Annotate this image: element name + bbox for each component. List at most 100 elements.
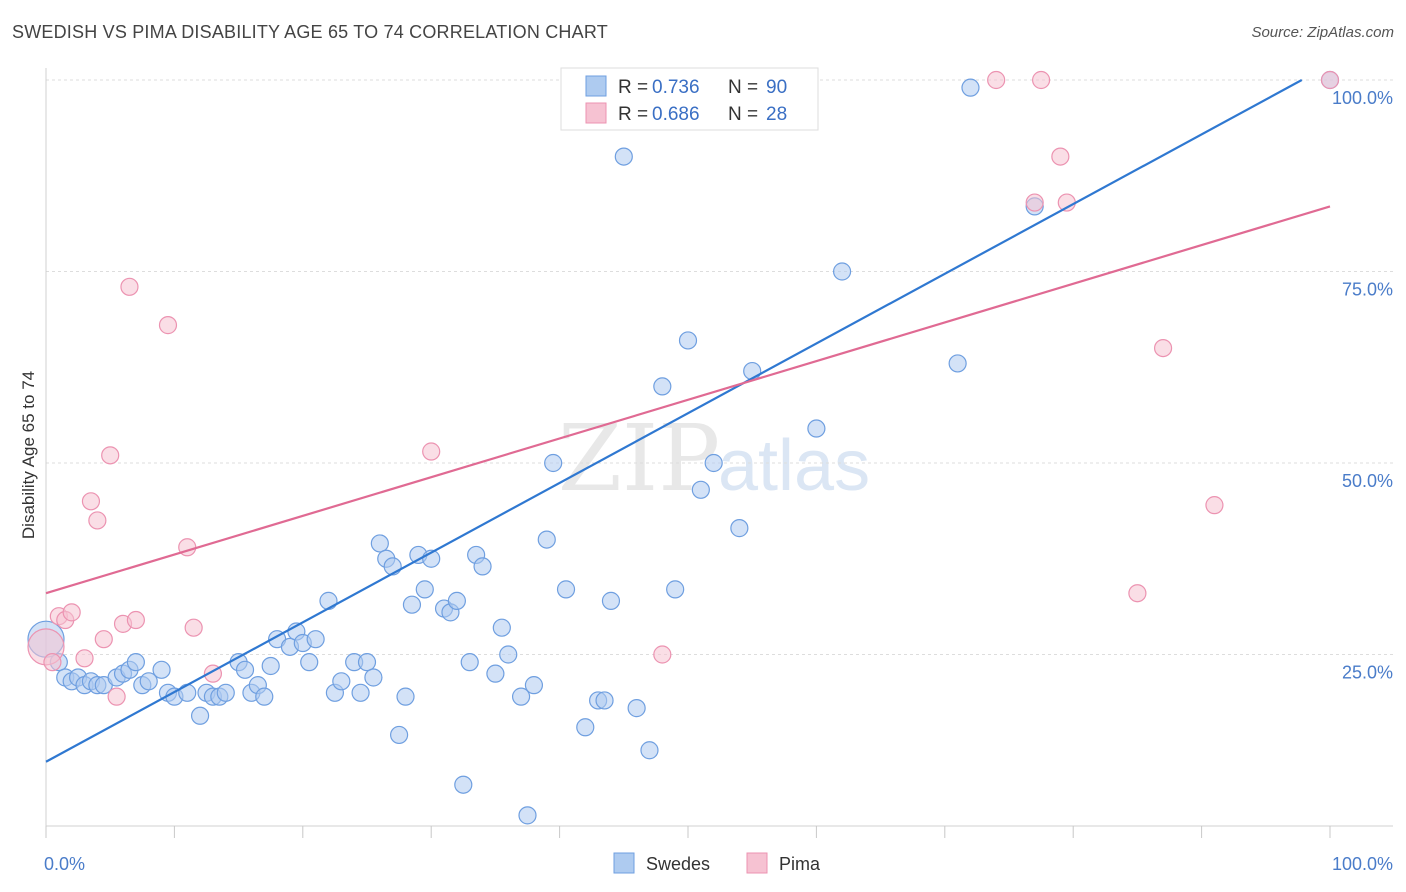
pima-point-19 (653, 645, 672, 664)
swedes-point-68 (576, 718, 595, 737)
swedes-point-48 (402, 595, 422, 614)
swedes-point-86 (948, 354, 967, 373)
y-tick-label-50: 50.0% (1342, 471, 1393, 491)
swedes-point-76 (666, 580, 685, 599)
swedes-point-71 (601, 591, 621, 610)
legend-n-swedes: 90 (766, 77, 787, 98)
legend-swatch-pima (585, 102, 607, 124)
swedes-point-23 (216, 683, 235, 702)
pima-point-4 (62, 603, 81, 622)
swedes-point-38 (332, 672, 351, 691)
y-axis-label: Disability Age 65 to 74 (19, 371, 38, 539)
pima-point-21 (1025, 193, 1044, 212)
swedes-point-40 (351, 683, 370, 702)
swedes-point-70 (595, 691, 614, 710)
trend-lines (45, 79, 1331, 763)
swedes-point-74 (640, 741, 659, 760)
legend-r-label-pima: R = (618, 104, 648, 125)
bottom-legend-swatch-swedes (613, 852, 635, 874)
pima-point-27 (1205, 496, 1224, 515)
source-label: Source: ZipAtlas.com (1251, 24, 1394, 41)
swedes-point-55 (454, 775, 473, 794)
pima-point-1 (43, 653, 62, 672)
swedes-point-58 (473, 557, 492, 576)
y-tick-label-25: 25.0% (1342, 663, 1393, 683)
swedes-point-61 (499, 645, 518, 664)
swedes-point-65 (537, 530, 556, 549)
swedes-point-34 (300, 653, 319, 672)
swedes-point-15 (152, 660, 171, 679)
swedes-point-14 (139, 672, 158, 691)
legend-r-pima: 0.686 (652, 104, 700, 125)
legend-n-label-pima: N = (728, 104, 758, 125)
pima-points (27, 70, 1340, 706)
pima-point-9 (101, 446, 120, 465)
pima-point-5 (75, 649, 94, 668)
swedes-trend-line (45, 79, 1303, 763)
pima-point-16 (184, 618, 203, 637)
swedes-point-12 (126, 653, 145, 672)
swedes-point-35 (306, 630, 325, 649)
pima-point-6 (81, 492, 101, 511)
x-ticks (45, 826, 1331, 838)
legend-r-label-swedes: R = (618, 77, 648, 98)
swedes-point-28 (255, 687, 274, 706)
legend: R = 0.736 N = 90 R = 0.686 N = 28 (560, 67, 819, 131)
pima-trend-line (45, 205, 1331, 595)
swedes-point-19 (190, 706, 210, 725)
swedes-point-25 (235, 660, 255, 679)
pima-point-10 (107, 687, 126, 706)
swedes-point-73 (627, 699, 646, 718)
swedes-point-60 (492, 618, 511, 637)
bottom-legend-label-pima: Pima (779, 854, 821, 874)
pima-point-22 (1031, 70, 1051, 90)
swedes-point-46 (390, 725, 409, 745)
pima-point-25 (1128, 584, 1147, 603)
swedes-point-64 (524, 676, 544, 695)
swedes-point-47 (396, 687, 415, 706)
pima-point-20 (987, 70, 1006, 90)
legend-swatch-swedes (585, 75, 607, 97)
legend-r-swedes: 0.736 (652, 77, 700, 98)
pima-point-14 (158, 316, 178, 335)
axes (45, 68, 1393, 827)
swedes-point-75 (653, 377, 672, 396)
swedes-point-62 (511, 687, 531, 706)
pima-point-12 (120, 277, 139, 296)
swedes-point-50 (415, 580, 434, 599)
watermark-atlas: atlas (718, 426, 870, 506)
swedes-point-78 (691, 480, 710, 499)
swedes-point-82 (807, 419, 826, 438)
y-tick-labels: 25.0% 50.0% 75.0% 100.0% (1332, 88, 1393, 683)
bottom-legend-label-swedes: Swedes (646, 854, 710, 874)
grid (46, 79, 1393, 655)
y-tick-label-75: 75.0% (1342, 280, 1393, 300)
legend-n-pima: 28 (766, 104, 787, 125)
y-tick-label-100: 100.0% (1332, 88, 1393, 108)
swedes-point-18 (178, 683, 197, 702)
swedes-point-84 (961, 78, 980, 97)
pima-point-23 (1051, 147, 1070, 166)
swedes-point-54 (447, 591, 466, 610)
swedes-point-56 (460, 653, 479, 672)
swedes-point-67 (556, 580, 576, 599)
swedes-point-77 (678, 331, 698, 350)
swedes-point-80 (730, 519, 749, 538)
x-tick-label-max: 100.0% (1332, 854, 1393, 874)
swedes-point-42 (364, 668, 383, 687)
bottom-legend-swatch-pima (746, 852, 768, 874)
pima-point-8 (94, 630, 113, 649)
swedes-point-41 (357, 653, 377, 672)
pima-point-18 (422, 442, 441, 461)
swedes-point-81 (743, 361, 762, 381)
swedes-point-43 (370, 534, 389, 553)
swedes-point-83 (832, 262, 852, 281)
chart-title: SWEDISH VS PIMA DISABILITY AGE 65 TO 74 … (12, 22, 608, 42)
swedes-point-36 (319, 591, 338, 610)
x-tick-label-min: 0.0% (44, 854, 85, 874)
swedes-point-59 (486, 664, 505, 683)
swedes-point-63 (518, 806, 537, 825)
swedes-point-79 (704, 453, 723, 473)
swedes-point-72 (614, 147, 633, 166)
